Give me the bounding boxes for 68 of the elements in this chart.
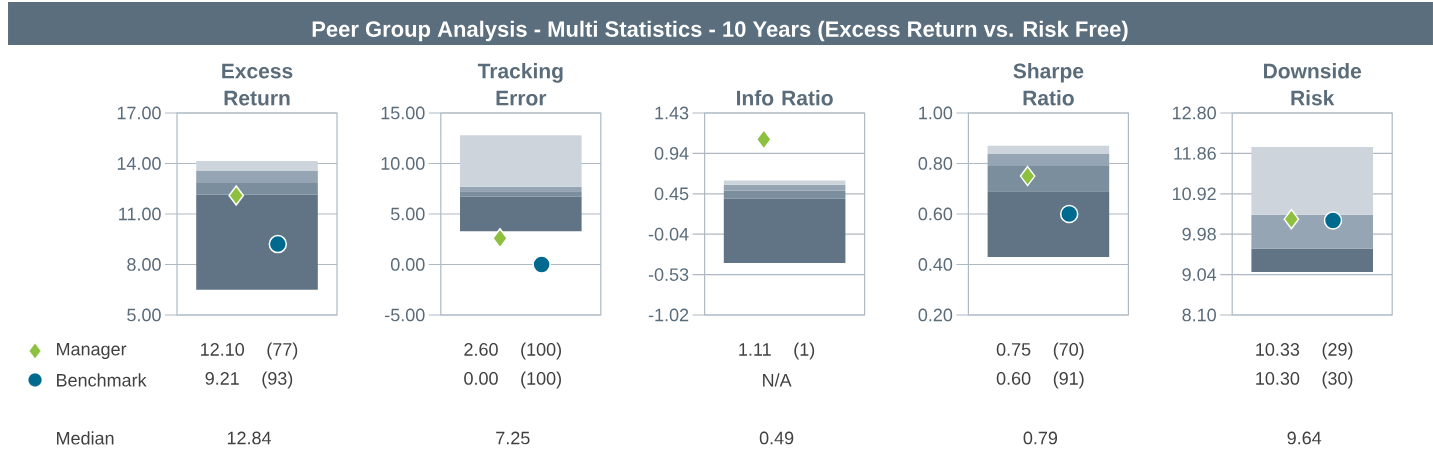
bar [1251, 214, 1373, 249]
bar [1251, 146, 1373, 215]
y-tick-label: -1.02 [648, 308, 689, 322]
bar [196, 171, 318, 184]
y-tick-label: -0.53 [648, 268, 689, 281]
text: N/A [763, 373, 792, 387]
text: 10.33 (29) [1256, 342, 1353, 360]
y-tick-label: 11.00 [119, 207, 161, 221]
y-tick-label: 0.45 [654, 187, 689, 201]
y-tick-label: 0.94 [654, 147, 689, 160]
y-tick-label: 10.92 [1172, 187, 1216, 201]
bar [460, 191, 582, 197]
bar [723, 190, 846, 199]
chart-title: Downside Risk [1264, 63, 1362, 106]
chart-title: Excess Return [222, 63, 293, 106]
text: 7.25 [496, 431, 530, 445]
text: 0.60 (91) [996, 371, 1084, 389]
text: 1.11 (1) [739, 342, 815, 360]
text: 2.60 (100) [464, 342, 561, 360]
y-tick-label: 5.00 [127, 308, 161, 322]
y-tick-label: 8.10 [1182, 308, 1216, 322]
text: 9.21 (93) [205, 371, 293, 389]
y-tick-label: -0.04 [648, 227, 689, 241]
text: 12.84 [227, 431, 272, 445]
bar [196, 183, 318, 195]
y-tick-label: 1.00 [919, 106, 953, 120]
chart-title: Info Ratio [737, 90, 833, 106]
text: Peer Group Analysis - Multi Statistics - 10 Years (Excess Return vs. Risk Free) [312, 20, 1128, 42]
y-tick-label: 9.98 [1182, 227, 1216, 241]
text: 9.64 [1287, 431, 1322, 445]
bar [987, 145, 1110, 154]
y-tick-label: 8.00 [127, 258, 161, 271]
text: 0.79 [1023, 431, 1058, 445]
chart-title: Sharpe Ratio [1013, 63, 1084, 106]
y-tick-label: 17.00 [117, 106, 161, 120]
bar [460, 135, 582, 187]
chart-title: Tracking Error [477, 63, 563, 106]
legend-label: Benchmark [57, 373, 147, 387]
y-tick-label: 0.80 [918, 157, 953, 170]
y-tick-label: 10.00 [381, 157, 425, 170]
y-tick-label: 12.80 [1172, 106, 1216, 120]
bar [723, 180, 846, 185]
y-tick-label: 1.43 [655, 106, 689, 120]
y-tick-label: 9.04 [1182, 268, 1217, 281]
text: 0.49 [759, 431, 794, 445]
y-tick-label: -5.00 [385, 308, 425, 322]
bar [987, 166, 1110, 192]
bar [987, 153, 1110, 167]
text: 0.00 (100) [464, 371, 561, 389]
y-tick-label: 0.60 [918, 207, 953, 221]
bar [987, 191, 1110, 257]
text: 12.10 (77) [201, 342, 298, 360]
y-tick-label: 0.20 [918, 308, 953, 322]
bar [1251, 248, 1373, 273]
y-tick-label: 5.00 [390, 207, 425, 221]
bar [196, 160, 318, 172]
bar [723, 198, 846, 264]
bar [460, 196, 582, 232]
bar [196, 194, 318, 290]
y-tick-label: 15.00 [381, 106, 425, 120]
legend-label: Manager [57, 342, 127, 360]
text: 10.30 (30) [1256, 371, 1353, 389]
text: 0.75 (70) [996, 342, 1084, 360]
y-tick-label: 11.86 [1174, 147, 1216, 160]
y-tick-label: 14.00 [117, 157, 161, 170]
y-tick-label: 0.00 [390, 258, 425, 271]
y-tick-label: 0.40 [918, 258, 953, 271]
text: Median [57, 431, 114, 445]
